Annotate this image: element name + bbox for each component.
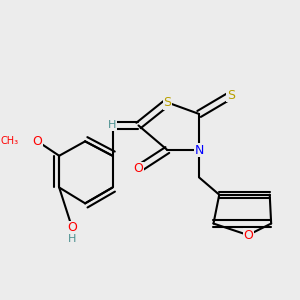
Text: O: O — [243, 229, 253, 242]
Text: O: O — [33, 135, 43, 148]
Text: S: S — [227, 89, 235, 102]
Text: H: H — [68, 234, 76, 244]
Text: O: O — [67, 221, 77, 234]
Text: H: H — [108, 121, 117, 130]
Text: O: O — [134, 162, 143, 175]
Text: N: N — [194, 143, 204, 157]
Text: CH₃: CH₃ — [1, 136, 19, 146]
Text: S: S — [163, 96, 171, 109]
